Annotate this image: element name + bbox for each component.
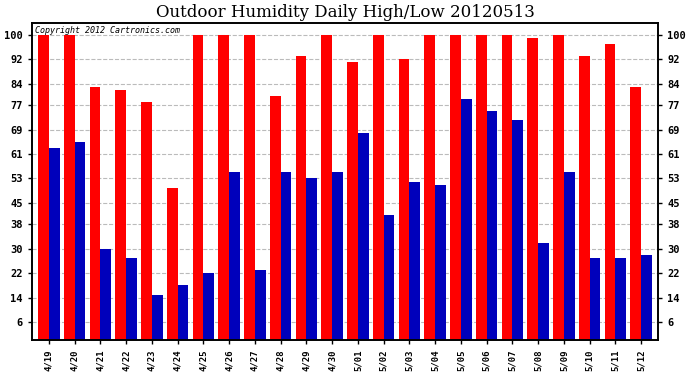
Bar	[167, 188, 177, 340]
Bar	[424, 35, 435, 340]
Bar	[90, 87, 100, 340]
Bar	[476, 35, 486, 340]
Bar	[486, 111, 497, 340]
Bar	[281, 172, 291, 340]
Bar	[384, 215, 395, 340]
Bar	[141, 102, 152, 340]
Bar	[193, 35, 204, 340]
Bar	[177, 285, 188, 340]
Bar	[373, 35, 384, 340]
Bar	[358, 133, 368, 340]
Bar	[564, 172, 575, 340]
Bar	[502, 35, 513, 340]
Bar	[513, 120, 523, 340]
Bar	[322, 35, 332, 340]
Bar	[641, 255, 652, 340]
Bar	[553, 35, 564, 340]
Bar	[306, 178, 317, 340]
Bar	[255, 270, 266, 340]
Bar	[126, 258, 137, 340]
Bar	[38, 35, 49, 340]
Bar	[100, 249, 111, 340]
Bar	[115, 90, 126, 340]
Bar	[49, 148, 60, 340]
Bar	[615, 258, 626, 340]
Bar	[295, 56, 306, 340]
Bar	[590, 258, 600, 340]
Bar	[399, 59, 409, 340]
Bar	[527, 38, 538, 340]
Bar	[630, 87, 641, 340]
Bar	[604, 44, 615, 340]
Bar	[347, 62, 358, 340]
Bar	[332, 172, 343, 340]
Bar	[409, 182, 420, 340]
Bar	[270, 96, 281, 340]
Bar	[229, 172, 240, 340]
Bar	[75, 142, 86, 340]
Bar	[450, 35, 461, 340]
Bar	[64, 35, 75, 340]
Bar	[152, 294, 163, 340]
Bar	[244, 35, 255, 340]
Bar	[538, 243, 549, 340]
Bar	[461, 99, 472, 340]
Bar	[218, 35, 229, 340]
Text: Copyright 2012 Cartronics.com: Copyright 2012 Cartronics.com	[35, 26, 180, 35]
Bar	[579, 56, 590, 340]
Title: Outdoor Humidity Daily High/Low 20120513: Outdoor Humidity Daily High/Low 20120513	[155, 4, 535, 21]
Bar	[435, 184, 446, 340]
Bar	[204, 273, 214, 340]
